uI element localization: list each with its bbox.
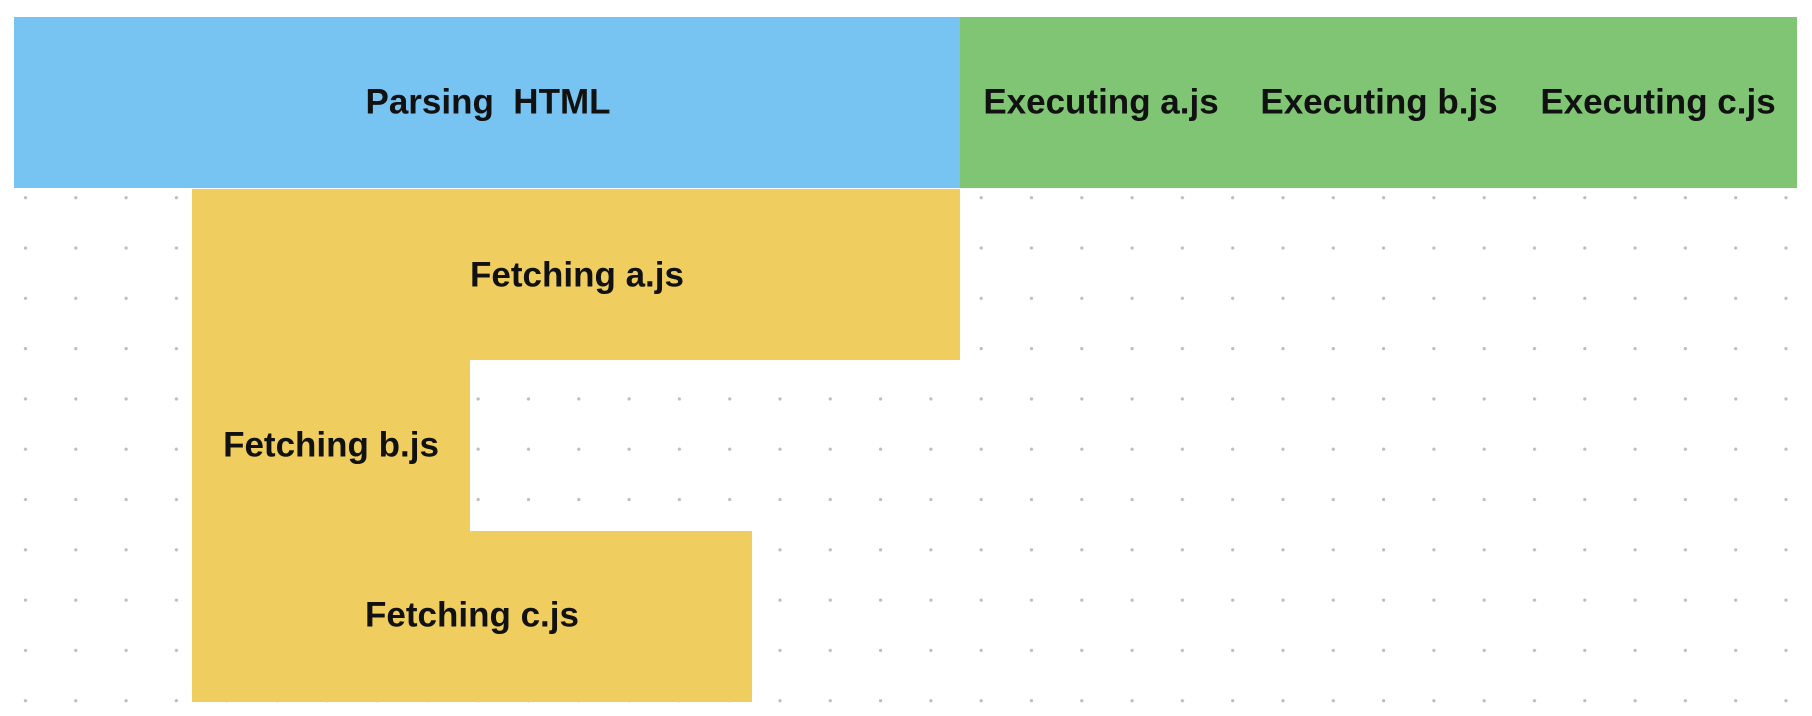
- parsing-block: [14, 17, 960, 188]
- fetching-block: [192, 189, 960, 702]
- fetching-label: Fetching b.js: [223, 425, 439, 464]
- parsing-label: Parsing HTML: [365, 82, 610, 121]
- executing-label: Executing a.js: [983, 82, 1218, 121]
- fetching-label: Fetching c.js: [365, 595, 579, 634]
- executing-label: Executing b.js: [1260, 82, 1497, 121]
- fetching-label: Fetching a.js: [470, 255, 684, 294]
- executing-block: [960, 17, 1797, 188]
- executing-label: Executing c.js: [1540, 82, 1775, 121]
